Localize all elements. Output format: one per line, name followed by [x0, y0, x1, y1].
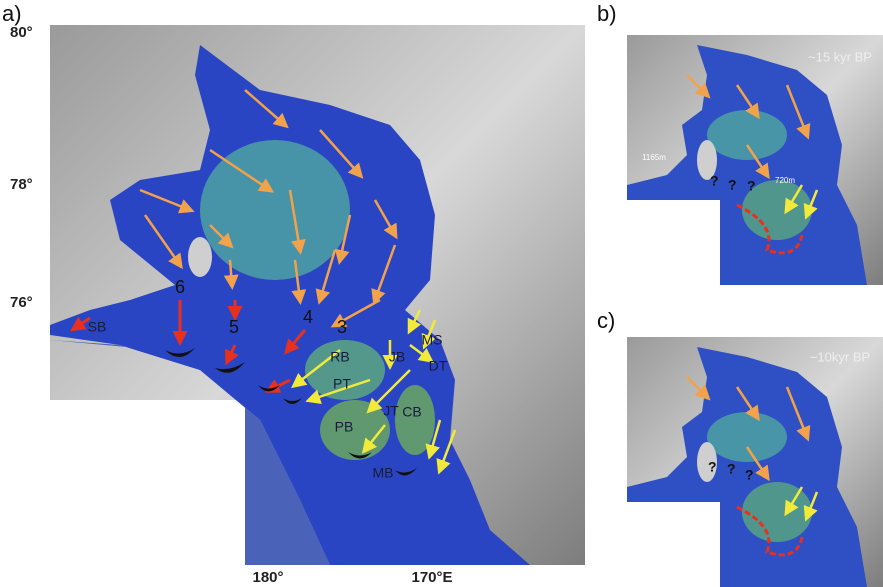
- region-label: DT: [429, 358, 448, 374]
- depth-label: 720m: [775, 176, 795, 185]
- depth-label: 1165m: [642, 153, 666, 162]
- unknown-mark: ?: [747, 178, 756, 194]
- figure: a) 80° 78° 76° 180° 170°E 6 5 4 3 SB RB …: [0, 0, 883, 587]
- panel-label: a): [2, 1, 22, 26]
- region-label: MB: [373, 465, 394, 481]
- unknown-mark: ?: [745, 467, 754, 483]
- panel-label: c): [597, 308, 615, 333]
- flowline-label: 6: [175, 277, 185, 297]
- unknown-mark: ?: [710, 173, 719, 189]
- flowline-label: 4: [303, 307, 313, 327]
- shelf-bank: [200, 140, 350, 280]
- island: [188, 237, 212, 277]
- lon-label: 180°: [252, 569, 283, 586]
- region-label: CB: [402, 404, 421, 420]
- region-label: MS: [422, 332, 443, 348]
- flowline-label: 3: [337, 317, 347, 337]
- unknown-mark: ?: [708, 459, 717, 475]
- unknown-mark: ?: [727, 461, 736, 477]
- region-label: RB: [330, 349, 349, 365]
- flowline-label: 5: [229, 317, 239, 337]
- region-label: JB: [389, 349, 405, 365]
- age-label: ~10kyr BP: [810, 349, 870, 364]
- region-label: SB: [88, 319, 107, 335]
- lat-label: 80°: [10, 24, 33, 41]
- region-label: PT: [333, 376, 351, 392]
- shelf-bank: [395, 385, 435, 455]
- lat-label: 76°: [10, 294, 33, 311]
- panel-label: b): [597, 1, 617, 26]
- region-label: JT: [383, 403, 399, 419]
- mini-map: [627, 337, 883, 587]
- age-label: ~15 kyr BP: [808, 49, 872, 64]
- lat-label: 78°: [10, 176, 33, 193]
- region-label: PB: [335, 419, 354, 435]
- lon-label: 170°E: [411, 569, 452, 586]
- unknown-mark: ?: [728, 177, 737, 193]
